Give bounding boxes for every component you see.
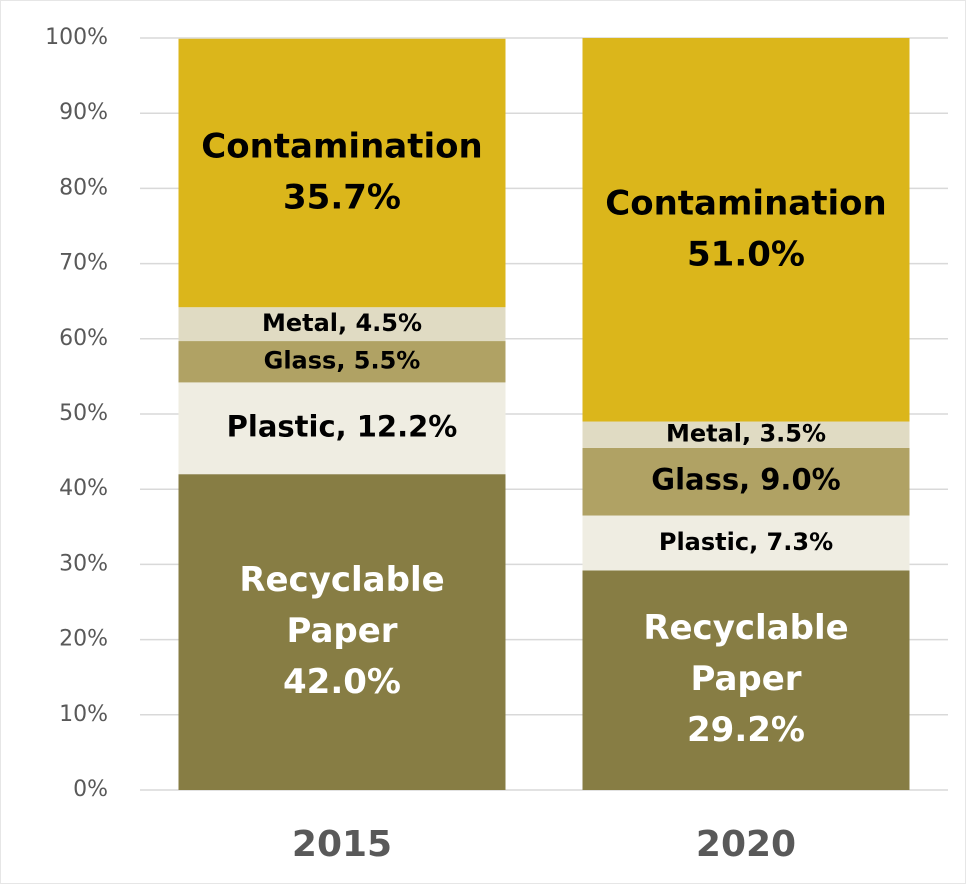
bar-segment	[582, 38, 910, 422]
data-label-line: 51.0%	[687, 234, 805, 274]
data-label: Metal, 4.5%	[262, 309, 422, 337]
data-label: Contamination 35.7%	[201, 126, 482, 217]
bar-segment	[582, 515, 910, 571]
y-tick-label: 90%	[59, 100, 108, 125]
y-tick-label: 10%	[59, 702, 108, 727]
data-label-line: Paper	[690, 659, 801, 699]
y-tick-label: 60%	[59, 326, 108, 351]
y-tick-label: 0%	[73, 777, 108, 802]
data-label-line: 42.0%	[283, 662, 401, 702]
y-tick-label: 80%	[59, 175, 108, 200]
y-tick-label: 30%	[59, 551, 108, 576]
data-label-line: Recyclable	[643, 608, 848, 648]
bar-segment	[582, 421, 910, 448]
data-label: Metal, 3.5%	[666, 420, 826, 448]
data-label-line: Contamination	[201, 126, 482, 166]
bar-segment	[582, 570, 910, 790]
data-label-line: Contamination	[605, 183, 886, 223]
y-tick-label: 50%	[59, 401, 108, 426]
y-tick-label: 20%	[59, 627, 108, 652]
y-tick-label: 40%	[59, 476, 108, 501]
x-tick-label: 2020	[696, 824, 796, 865]
data-label-line: 35.7%	[283, 177, 401, 217]
bar-segment	[178, 382, 506, 475]
data-label: Contamination 51.0%	[605, 183, 886, 274]
bar-segment	[178, 307, 506, 342]
data-label: Plastic, 7.3%	[659, 528, 833, 556]
data-label: Recyclable Paper 29.2%	[643, 608, 848, 750]
data-label: Recyclable Paper 42.0%	[239, 560, 444, 702]
bar-segment	[178, 38, 506, 308]
data-label: Glass, 9.0%	[651, 463, 840, 497]
bar-segment	[178, 341, 506, 383]
data-label: Plastic, 12.2%	[227, 409, 458, 443]
bar-segment	[582, 447, 910, 516]
y-tick-label: 100%	[45, 25, 108, 50]
data-label: Glass, 5.5%	[264, 347, 421, 375]
y-tick-label: 70%	[59, 251, 108, 276]
bar-segment	[178, 474, 506, 790]
data-label-line: Recyclable	[239, 560, 444, 600]
data-label-line: Paper	[286, 611, 397, 651]
data-label-line: 29.2%	[687, 710, 805, 750]
x-tick-label: 2015	[292, 824, 392, 865]
